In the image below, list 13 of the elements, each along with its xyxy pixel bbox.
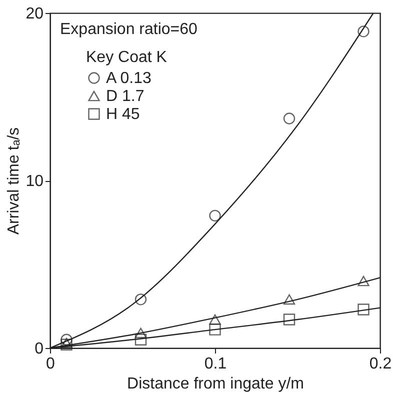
annotation: Expansion ratio=60 <box>60 21 198 38</box>
y-axis-title: Arrival time tₐ/s <box>6 127 23 235</box>
y-tick-label: 0 <box>34 340 44 358</box>
y-tick-label: 20 <box>26 6 44 22</box>
legend-label: D 1.7 <box>106 88 144 105</box>
y-tick-label: 10 <box>26 173 44 190</box>
x-tick-label: 0.1 <box>204 356 227 372</box>
legend-label: H 45 <box>106 106 140 123</box>
legend-title: Key Coat K <box>86 49 168 66</box>
x-tick-label: 0.2 <box>369 356 392 372</box>
legend-label: A 0.13 <box>106 70 152 87</box>
x-axis-title: Distance from ingate y/m <box>127 376 304 392</box>
x-tick-label: 0 <box>46 356 56 372</box>
